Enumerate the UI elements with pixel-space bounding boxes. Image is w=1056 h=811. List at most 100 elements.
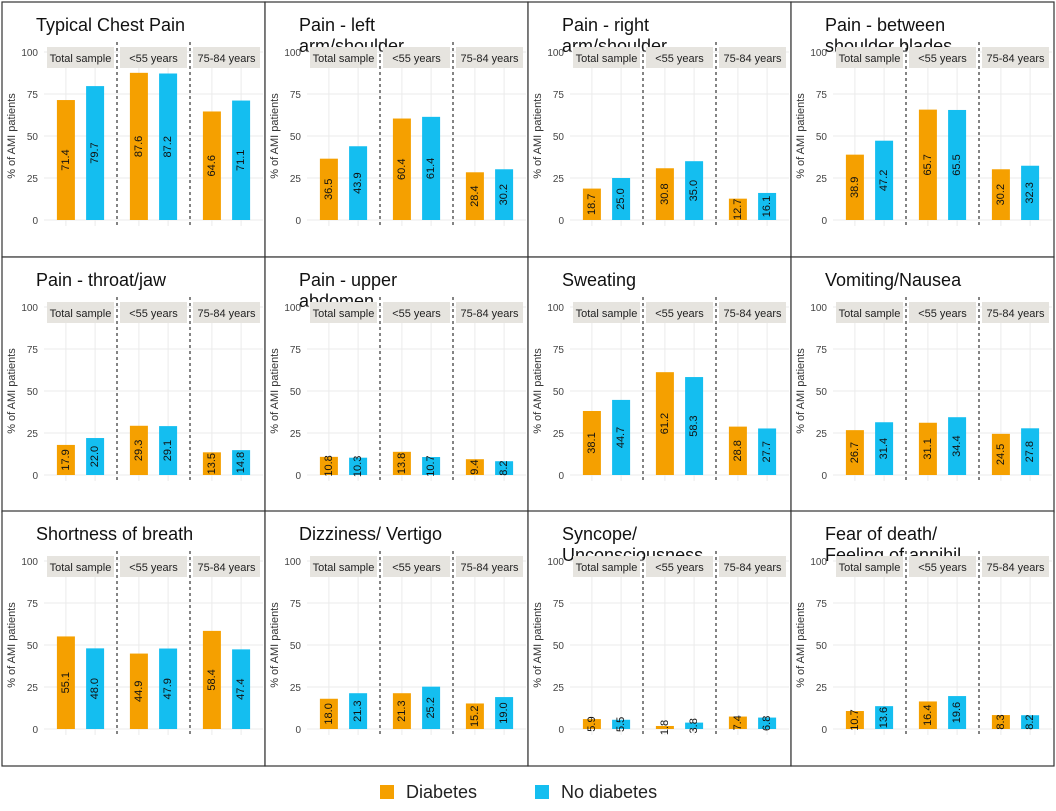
data-label: 24.5 <box>995 444 1007 465</box>
data-label: 87.2 <box>162 136 174 157</box>
bar-diabetes <box>129 425 148 475</box>
bar-no-diabetes <box>758 717 777 729</box>
data-label: 71.1 <box>235 150 247 171</box>
data-label: 47.2 <box>878 170 890 191</box>
bar-no-diabetes <box>349 693 368 729</box>
facet-strip-label: Total sample <box>313 53 375 65</box>
y-axis-label: % of AMI patients <box>532 602 544 688</box>
y-tick-label: 25 <box>816 174 828 185</box>
y-tick-label: 50 <box>816 387 828 398</box>
y-tick-label: 75 <box>27 345 39 356</box>
panel-title-line: Pain - upper <box>299 270 397 290</box>
y-tick-label: 50 <box>553 641 565 652</box>
data-label: 32.3 <box>1024 182 1036 203</box>
y-tick-label: 100 <box>21 303 38 314</box>
y-tick-label: 50 <box>816 641 828 652</box>
bar-diabetes <box>56 444 75 475</box>
bar-diabetes <box>991 715 1010 729</box>
bar-diabetes <box>56 636 75 729</box>
bar-diabetes <box>202 452 221 475</box>
y-axis-label: % of AMI patients <box>6 93 18 179</box>
bar-no-diabetes <box>948 417 967 475</box>
facet-strip <box>909 556 976 577</box>
facet-strip-label: Total sample <box>50 308 112 320</box>
data-label: 43.9 <box>352 172 364 193</box>
panel-title-line: Pain - throat/jaw <box>36 270 167 290</box>
data-label: 58.4 <box>206 669 218 690</box>
data-label: 14.8 <box>235 452 247 473</box>
facet-strip <box>383 302 450 323</box>
data-label: 21.3 <box>352 700 364 721</box>
data-label: 44.7 <box>615 427 627 448</box>
bar-diabetes <box>319 158 338 220</box>
bar-diabetes <box>465 703 484 729</box>
y-tick-label: 25 <box>816 429 828 440</box>
data-label: 25.2 <box>425 697 437 718</box>
bar-no-diabetes <box>1021 165 1040 220</box>
facet-strip-label: 75-84 years <box>460 53 519 65</box>
facet-strip <box>383 47 450 68</box>
bar-no-diabetes <box>86 86 105 220</box>
bar-no-diabetes <box>758 192 777 220</box>
data-label: 13.8 <box>396 453 408 474</box>
facet-strip <box>47 556 114 577</box>
data-label: 87.6 <box>133 136 145 157</box>
y-tick-label: 50 <box>290 387 302 398</box>
y-tick-label: 25 <box>553 174 565 185</box>
bar-no-diabetes <box>758 428 777 475</box>
facet-strip-label: Total sample <box>576 53 638 65</box>
facet-strip <box>456 556 523 577</box>
facet-strip-label: <55 years <box>655 53 704 65</box>
y-tick-label: 0 <box>32 216 38 227</box>
facet-strip <box>573 556 640 577</box>
y-tick-label: 75 <box>816 90 828 101</box>
data-label: 5.9 <box>586 716 598 731</box>
facet-strip <box>456 47 523 68</box>
facet-strip <box>383 556 450 577</box>
y-tick-label: 25 <box>290 683 302 694</box>
data-label: 15.2 <box>469 706 481 727</box>
data-label: 6.8 <box>761 716 773 731</box>
panel-title-line: Pain - left <box>299 15 375 35</box>
facet-strip-label: 75-84 years <box>723 562 782 574</box>
facet-strip-label: 75-84 years <box>197 562 256 574</box>
data-label: 8.2 <box>498 460 510 475</box>
y-tick-label: 50 <box>27 387 39 398</box>
bar-diabetes <box>582 410 601 475</box>
y-axis-label: % of AMI patients <box>532 93 544 179</box>
facet-strip <box>120 556 187 577</box>
y-tick-label: 75 <box>27 599 39 610</box>
bar-no-diabetes <box>612 399 631 475</box>
data-label: 30.2 <box>498 184 510 205</box>
bar-diabetes <box>655 372 674 475</box>
bar-diabetes <box>845 430 864 475</box>
y-tick-label: 75 <box>816 345 828 356</box>
facet-strip-label: 75-84 years <box>723 308 782 320</box>
bar-no-diabetes <box>612 178 631 220</box>
data-label: 3.8 <box>688 718 700 733</box>
legend: Diabetes No diabetes <box>380 782 657 802</box>
legend-swatch-diabetes <box>380 785 394 799</box>
facet-strip-label: <55 years <box>392 562 441 574</box>
y-tick-label: 75 <box>553 90 565 101</box>
y-axis-label: % of AMI patients <box>532 348 544 434</box>
facet-strip-label: <55 years <box>655 562 704 574</box>
panel-5: Pain - throat/jaw % of AMI patients 0 25 50 7… <box>1 256 266 513</box>
data-label: 8.3 <box>995 714 1007 729</box>
facet-strip-label: Total sample <box>839 53 901 65</box>
data-label: 44.9 <box>133 681 145 702</box>
bar-diabetes <box>728 426 747 475</box>
y-tick-label: 75 <box>816 599 828 610</box>
facet-strip <box>646 47 713 68</box>
y-axis-label: % of AMI patients <box>6 348 18 434</box>
y-tick-label: 50 <box>27 132 39 143</box>
panel-title-line: Shortness of breath <box>36 524 193 544</box>
facet-strip <box>719 302 786 323</box>
y-tick-label: 100 <box>810 48 827 59</box>
data-label: 55.1 <box>60 672 72 693</box>
bar-no-diabetes <box>422 457 441 475</box>
y-tick-label: 50 <box>27 641 39 652</box>
facet-strip-label: 75-84 years <box>460 562 519 574</box>
